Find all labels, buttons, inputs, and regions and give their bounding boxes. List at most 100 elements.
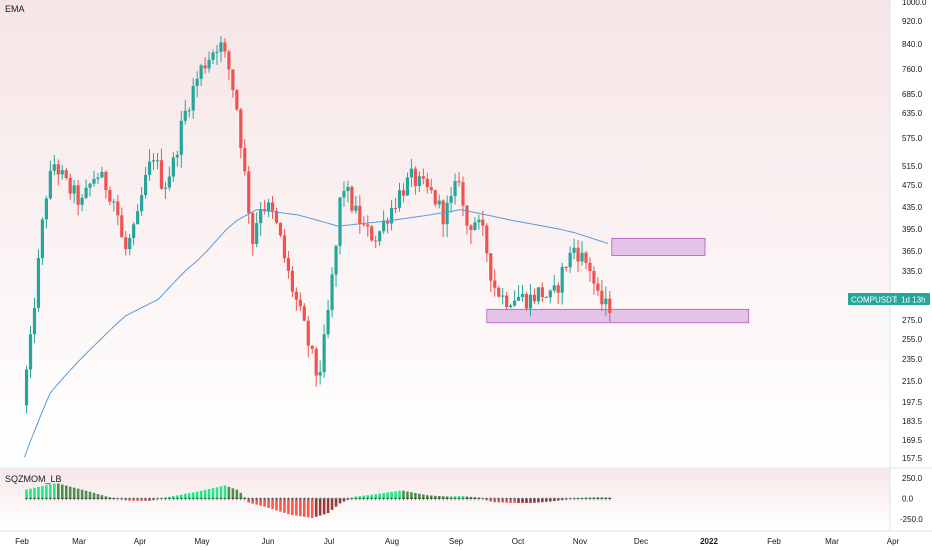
candle-up xyxy=(199,65,203,79)
squeeze-cross: + xyxy=(231,496,235,503)
squeeze-cross: + xyxy=(592,496,596,503)
squeeze-cross: + xyxy=(41,496,45,503)
candle-down xyxy=(56,164,60,175)
candle-down xyxy=(489,253,493,281)
candle-up xyxy=(100,171,104,178)
squeeze-cross: + xyxy=(417,496,421,503)
candle-down xyxy=(278,222,283,236)
squeeze-cross: + xyxy=(227,496,231,503)
squeeze-cross: + xyxy=(326,496,330,503)
squeeze-cross: + xyxy=(25,496,29,503)
squeeze-cross: + xyxy=(529,496,533,503)
squeeze-cross: + xyxy=(314,496,318,503)
ema-line xyxy=(24,209,608,458)
candle-up xyxy=(92,178,96,184)
lower-indicator-label[interactable]: SQZMOM_LB xyxy=(5,474,62,484)
squeeze-cross: + xyxy=(243,496,247,503)
time-tick-label: 2022 xyxy=(700,537,718,546)
squeeze-cross: + xyxy=(235,496,239,503)
squeeze-cross: + xyxy=(568,496,572,503)
candle-down xyxy=(298,299,302,307)
squeeze-cross: + xyxy=(302,496,306,503)
squeeze-cross: + xyxy=(207,496,211,503)
squeeze-cross: + xyxy=(402,496,406,503)
squeeze-cross: + xyxy=(148,496,152,503)
candle-down xyxy=(247,171,251,214)
candle-up xyxy=(179,120,183,155)
squeeze-cross: + xyxy=(489,496,493,503)
candle-down xyxy=(314,348,318,376)
candle-up xyxy=(36,258,41,308)
candle-down xyxy=(310,345,314,349)
squeeze-cross: + xyxy=(457,496,461,503)
candle-down xyxy=(302,306,306,321)
time-tick-label: Apr xyxy=(887,537,900,546)
candle-down xyxy=(159,160,164,189)
price-tick-label: 255.0 xyxy=(902,335,923,344)
squeeze-cross: + xyxy=(358,496,362,503)
time-tick-label: Dec xyxy=(634,537,648,546)
supply-demand-zones xyxy=(486,237,750,324)
squeeze-cross: + xyxy=(350,496,354,503)
candle-down xyxy=(413,168,417,187)
price-tick-label: 515.0 xyxy=(902,162,923,171)
squeeze-cross: + xyxy=(501,496,505,503)
candle-down xyxy=(227,51,231,70)
squeeze-cross: + xyxy=(398,496,402,503)
candle-up xyxy=(259,209,263,224)
candle-up xyxy=(151,160,156,162)
squeeze-cross: + xyxy=(294,496,298,503)
candle-up xyxy=(219,42,223,52)
time-tick-label: May xyxy=(194,537,209,546)
squeeze-cross: + xyxy=(576,496,580,503)
candle-up xyxy=(409,168,414,178)
candle-down xyxy=(108,190,112,202)
squeeze-cross: + xyxy=(338,496,342,503)
squeeze-cross: + xyxy=(485,496,489,503)
candle-down xyxy=(401,190,406,196)
squeeze-cross: + xyxy=(96,496,100,503)
squeeze-cross: + xyxy=(271,496,275,503)
squeeze-cross: + xyxy=(48,496,52,503)
squeeze-cross: + xyxy=(116,496,120,503)
squeeze-cross: + xyxy=(421,496,425,503)
candle-down xyxy=(457,181,461,183)
candle-up xyxy=(143,174,148,196)
candle-down xyxy=(362,223,366,225)
squeeze-cross: + xyxy=(52,496,56,503)
squeeze-cross: + xyxy=(390,496,394,503)
squeeze-cross: + xyxy=(160,496,164,503)
price-tick-label: 235.0 xyxy=(902,355,923,364)
symbol-price-tag: COMPUSDT 1d 13h xyxy=(848,293,930,305)
squeeze-cross: + xyxy=(386,496,390,503)
candle-up xyxy=(40,219,45,259)
squeeze-cross: + xyxy=(287,496,291,503)
price-tick-label: 920.0 xyxy=(902,17,923,26)
candle-down xyxy=(433,190,437,205)
price-tick-label: 365.0 xyxy=(902,247,923,256)
candle-down xyxy=(231,69,235,91)
candle-up xyxy=(473,222,477,230)
squeeze-cross: + xyxy=(156,496,160,503)
squeeze-cross: + xyxy=(394,496,398,503)
squeeze-cross: + xyxy=(132,496,136,503)
candle-down xyxy=(429,187,433,191)
candle-up xyxy=(88,183,92,188)
candle-up xyxy=(437,200,441,205)
squeeze-cross: + xyxy=(425,496,429,503)
squeeze-cross: + xyxy=(413,496,417,503)
candle-down xyxy=(239,109,243,149)
squeeze-cross: + xyxy=(251,496,255,503)
candle-down xyxy=(564,266,568,268)
momentum-tick-label: 0.0 xyxy=(902,495,914,504)
candle-up xyxy=(32,307,37,335)
squeeze-cross: + xyxy=(203,496,207,503)
squeeze-cross: + xyxy=(374,496,378,503)
squeeze-cross: + xyxy=(223,496,227,503)
candle-up xyxy=(453,181,457,197)
squeeze-cross: + xyxy=(183,496,187,503)
main-indicator-label[interactable]: EMA xyxy=(5,4,25,14)
price-tick-label: 575.0 xyxy=(902,134,923,143)
squeeze-cross: + xyxy=(298,496,302,503)
squeeze-cross: + xyxy=(290,496,294,503)
